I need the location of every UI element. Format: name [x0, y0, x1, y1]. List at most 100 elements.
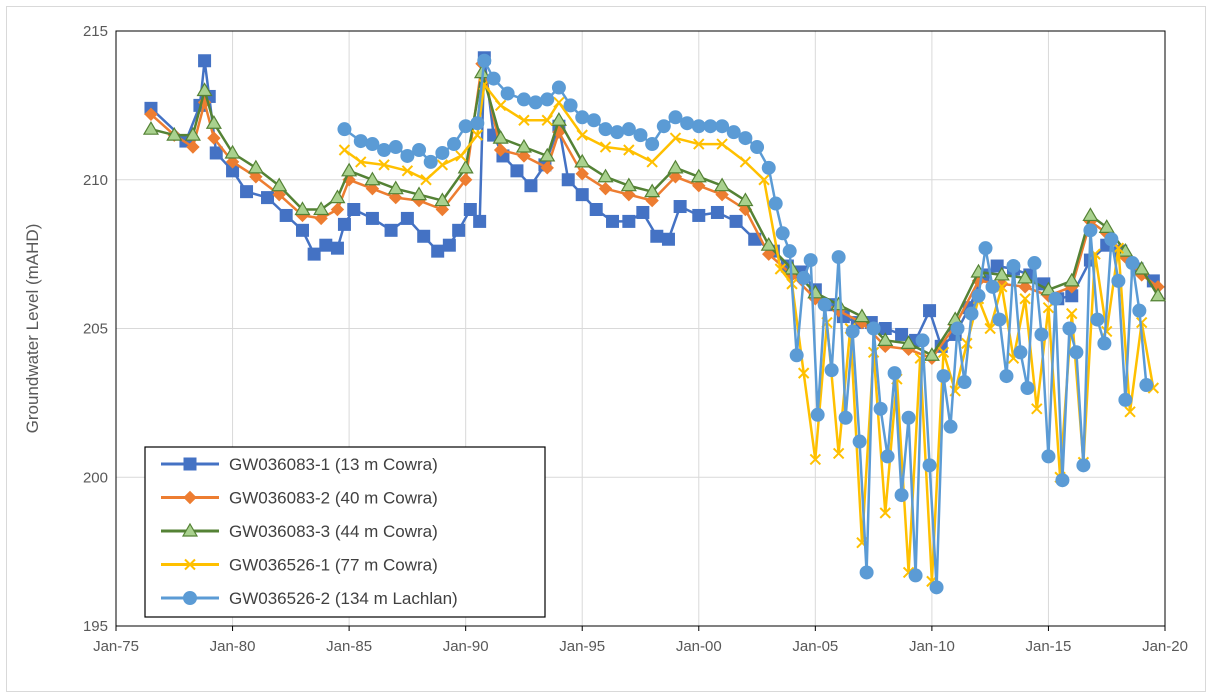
data-point [518, 114, 530, 126]
data-point [715, 119, 730, 134]
data-point [599, 141, 612, 153]
data-point [838, 410, 853, 425]
data-point [412, 143, 427, 157]
y-tick-label: 200 [83, 469, 108, 486]
data-point [622, 187, 636, 202]
legend-marker [183, 490, 197, 505]
data-point [775, 226, 790, 241]
data-point [575, 188, 589, 202]
data-point [196, 82, 213, 97]
data-point [750, 140, 765, 155]
data-point [887, 366, 902, 381]
data-point [853, 308, 871, 323]
x-tick-label: Jan-20 [1142, 638, 1188, 655]
data-point [364, 171, 381, 186]
legend: GW036083-1 (13 m Cowra) GW036083-2 (40 m … [144, 446, 546, 618]
data-point [341, 162, 358, 177]
data-point [669, 132, 682, 144]
data-point [915, 333, 930, 348]
data-point [457, 159, 474, 174]
data-point [738, 131, 753, 146]
data-point [184, 126, 201, 141]
data-point [470, 116, 485, 131]
legend-label: GW036083-1 (13 m Cowra) [229, 455, 438, 474]
data-point [541, 114, 553, 126]
data-point [1125, 256, 1140, 271]
data-point [471, 129, 484, 141]
data-point [458, 173, 473, 187]
data-point [985, 279, 1000, 294]
data-point [984, 322, 996, 335]
data-point [1139, 378, 1154, 393]
legend-label: GW036526-1 (77 m Cowra) [229, 556, 438, 575]
data-point [225, 155, 240, 169]
data-point [894, 488, 909, 503]
data-point [809, 453, 822, 466]
data-point [668, 110, 683, 125]
data-point [249, 170, 263, 184]
data-point [1062, 321, 1077, 336]
data-point [1020, 381, 1035, 395]
data-point [691, 119, 706, 134]
data-point [420, 174, 432, 186]
data-point [937, 346, 950, 359]
data-point [1063, 272, 1080, 287]
data-point [810, 407, 825, 422]
data-point [207, 131, 221, 145]
data-point [589, 203, 603, 216]
series-5 [337, 53, 1154, 595]
data-point [458, 119, 473, 134]
data-point [378, 159, 390, 171]
data-point [574, 153, 591, 168]
data-point [575, 110, 590, 125]
data-point [859, 565, 874, 580]
data-point [576, 129, 588, 141]
data-point [205, 115, 222, 129]
data-point [224, 144, 241, 159]
data-point [337, 122, 352, 137]
data-point [434, 192, 451, 207]
data-point [1101, 325, 1113, 338]
data-point [692, 208, 706, 222]
x-tick-label: Jan-05 [792, 638, 838, 655]
data-point [492, 129, 509, 144]
y-tick-label: 210 [83, 172, 108, 189]
data-point [703, 119, 718, 134]
data-point [797, 367, 810, 379]
data-point [240, 185, 254, 199]
data-point [142, 120, 160, 135]
data-point [1133, 260, 1150, 275]
data-point [261, 191, 275, 205]
data-point [726, 125, 741, 140]
data-point [279, 208, 293, 222]
data-point [729, 214, 743, 228]
data-point [400, 211, 414, 225]
data-point [606, 214, 620, 228]
data-point [410, 186, 428, 201]
legend-label: GW036083-2 (40 m Cowra) [229, 489, 438, 508]
data-point [900, 335, 917, 349]
data-point [1017, 269, 1034, 284]
data-point [493, 143, 508, 157]
data-point [417, 229, 431, 243]
data-point [929, 580, 944, 595]
data-point [365, 137, 380, 152]
data-point [435, 145, 450, 160]
data-point [661, 232, 675, 246]
legend-item: GW036526-1 (77 m Cowra) [161, 556, 438, 575]
data-point [690, 168, 707, 183]
legend-marker [183, 457, 197, 471]
data-point [1027, 256, 1042, 271]
data-point [247, 159, 264, 174]
data-point [993, 266, 1010, 281]
data-point [307, 247, 321, 261]
data-point [879, 507, 891, 519]
data-point [1055, 473, 1070, 488]
data-point [400, 148, 415, 163]
data-point [1069, 345, 1084, 360]
data-point [636, 205, 650, 219]
data-point [832, 447, 845, 460]
data-point [551, 80, 566, 95]
data-point [831, 250, 846, 265]
data-point [1097, 336, 1112, 351]
